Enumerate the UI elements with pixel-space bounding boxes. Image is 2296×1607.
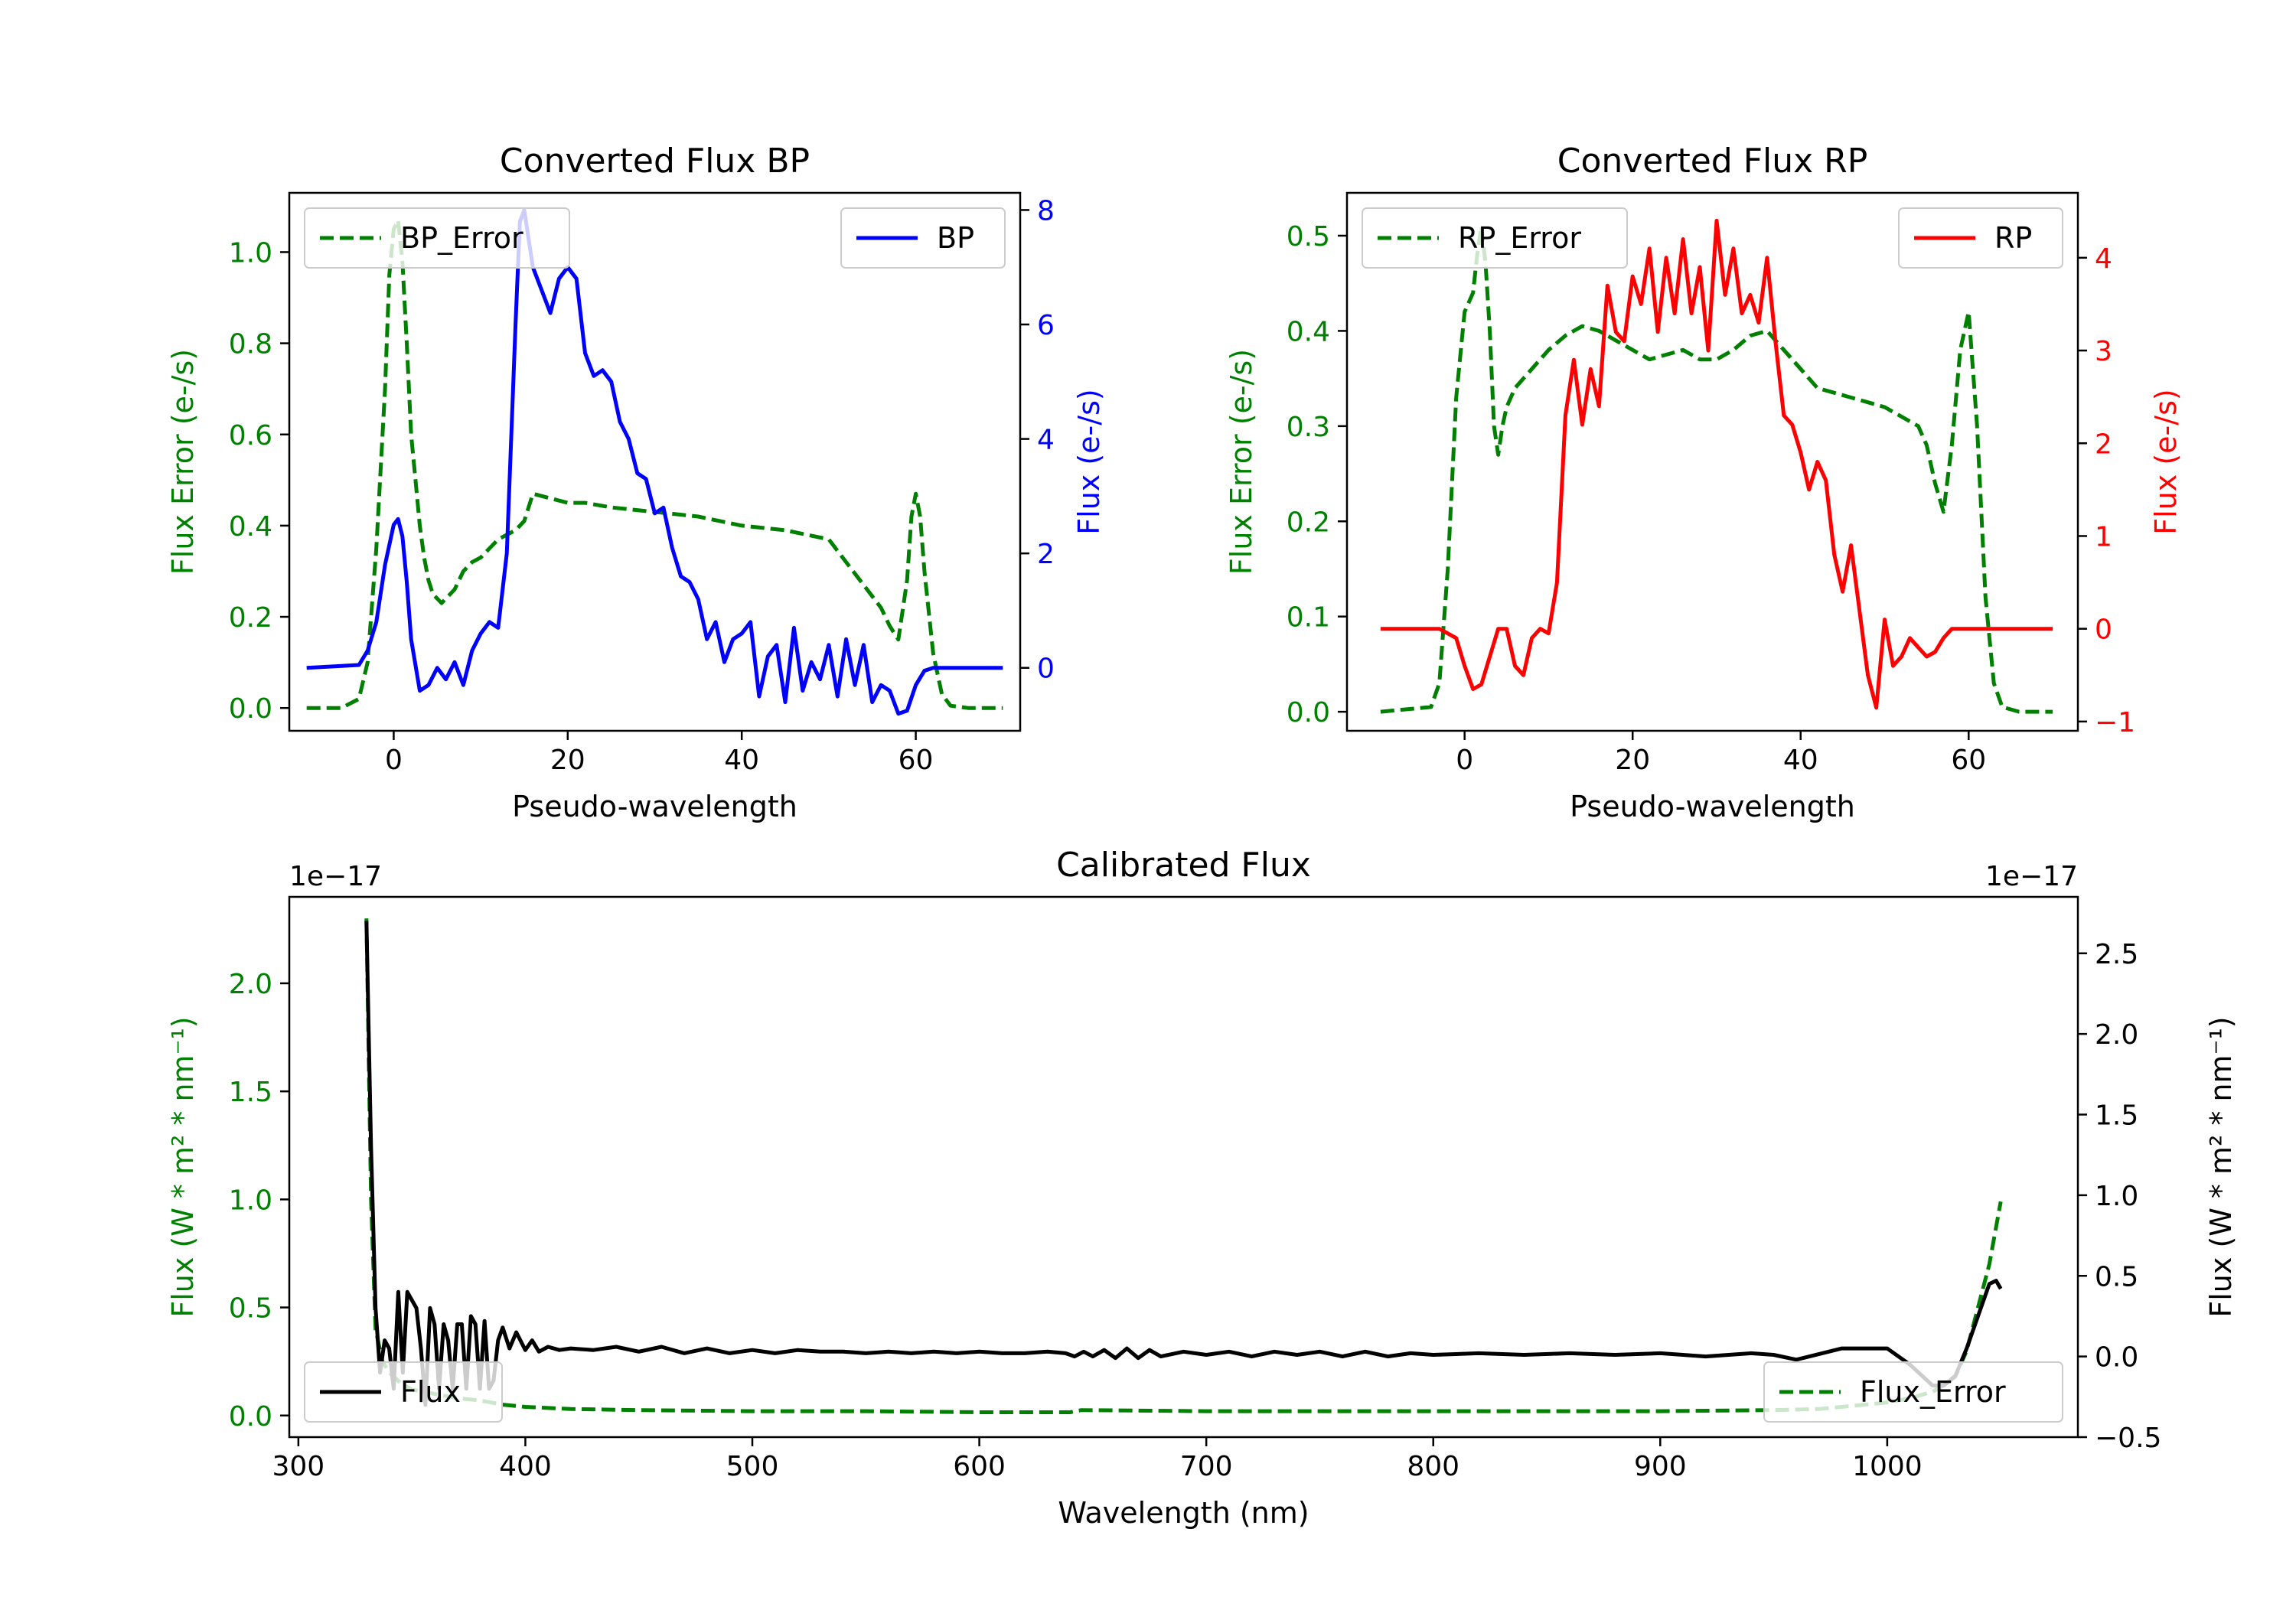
y-left-tick-label: 0.2 bbox=[229, 602, 272, 634]
legend-box bbox=[840, 207, 1006, 269]
legend-box bbox=[1763, 1361, 2063, 1423]
y-left-tick-label: 2.0 bbox=[229, 969, 272, 1000]
x-tick-label: 60 bbox=[899, 745, 934, 776]
y-right-tick-label: 0 bbox=[2095, 614, 2112, 646]
legend-rp: RP bbox=[1898, 207, 2063, 269]
y-left-tick-label: 1.0 bbox=[229, 1185, 272, 1216]
y-left-tick-label: 1.5 bbox=[229, 1077, 272, 1108]
y-right-tick-label: 0 bbox=[1037, 654, 1055, 685]
x-tick-label: 0 bbox=[385, 745, 403, 776]
x-tick-label: 700 bbox=[1180, 1451, 1233, 1482]
y-left-offset-label: 1e−17 bbox=[289, 861, 382, 892]
legend-box bbox=[304, 1361, 503, 1423]
y-right-tick-label: 4 bbox=[2095, 243, 2112, 275]
y-right-tick-label: −0.5 bbox=[2095, 1423, 2161, 1454]
plot-frame bbox=[288, 895, 2079, 1439]
y-right-tick-label: 0.0 bbox=[2095, 1342, 2138, 1374]
y-right-tick-label: 2.0 bbox=[2095, 1019, 2138, 1051]
series-line-flux-error bbox=[364, 918, 2003, 1414]
y-left-tick-label: 0.4 bbox=[229, 511, 272, 543]
series-line-rp bbox=[1380, 218, 2053, 710]
x-tick-label: 0 bbox=[1456, 745, 1473, 776]
legend-flux: Flux bbox=[304, 1361, 503, 1423]
y-left-axis-label: Flux (W * m² * nm⁻¹) bbox=[166, 1016, 200, 1317]
y-left-tick-label: 0.6 bbox=[229, 420, 272, 451]
y-right-axis-label: Flux (e-/s) bbox=[2149, 389, 2183, 534]
legend-label: Flux_Error bbox=[1860, 1375, 2006, 1409]
y-right-tick-label: 8 bbox=[1037, 195, 1055, 227]
y-left-tick-label: 0.8 bbox=[229, 329, 272, 360]
chart-2: 0 20 40 60 0.0 0.1 0.2 0.3 0.4 0.5 −1 0 1 2 3 4 Converte… bbox=[1225, 142, 2183, 823]
y-right-tick-label: 1.0 bbox=[2095, 1181, 2138, 1212]
x-tick-label: 600 bbox=[953, 1451, 1006, 1482]
y-right-tick-label: 4 bbox=[1037, 425, 1055, 456]
x-tick-label: 300 bbox=[272, 1451, 325, 1482]
y-right-tick-label: 3 bbox=[2095, 336, 2112, 367]
y-left-tick-label: 0.5 bbox=[229, 1293, 272, 1325]
legend-box bbox=[1898, 207, 2063, 269]
chart-title: Converted Flux BP bbox=[500, 142, 810, 181]
y-right-tick-label: 1.5 bbox=[2095, 1100, 2138, 1132]
x-tick-label: 20 bbox=[1615, 745, 1650, 776]
y-left-tick-label: 0.1 bbox=[1287, 602, 1330, 634]
x-axis-label: Pseudo-wavelength bbox=[1570, 790, 1855, 823]
x-tick-label: 400 bbox=[499, 1451, 552, 1482]
x-tick-label: 40 bbox=[1783, 745, 1818, 776]
legend-bp: BP bbox=[840, 207, 1006, 269]
chart-3: 300 400 500 600 700 800 900 1000 0.0 0.5 1.0 1.5 2.0… bbox=[166, 846, 2238, 1530]
y-right-tick-label: −1 bbox=[2095, 707, 2135, 738]
series-line-rp-error bbox=[1380, 224, 2053, 714]
y-right-tick-label: 2 bbox=[1037, 539, 1055, 570]
x-axis-label: Pseudo-wavelength bbox=[512, 790, 797, 823]
legend-box bbox=[1362, 207, 1628, 269]
legend-bp-error: BP_Error bbox=[304, 207, 570, 269]
y-left-tick-label: 0.4 bbox=[1287, 316, 1330, 347]
x-tick-label: 60 bbox=[1951, 745, 1986, 776]
legend-label: Flux bbox=[400, 1375, 461, 1409]
y-left-tick-label: 0.0 bbox=[229, 693, 272, 725]
y-right-tick-label: 6 bbox=[1037, 310, 1055, 341]
x-tick-label: 900 bbox=[1634, 1451, 1687, 1482]
y-left-axis-label: Flux Error (e-/s) bbox=[1225, 349, 1258, 575]
plot-frame bbox=[288, 191, 1022, 732]
y-left-axis-label: Flux Error (e-/s) bbox=[166, 349, 200, 575]
y-left-tick-label: 0.3 bbox=[1287, 412, 1330, 443]
x-tick-label: 20 bbox=[550, 745, 585, 776]
legend-box bbox=[304, 207, 570, 269]
x-tick-label: 1000 bbox=[1852, 1451, 1923, 1482]
x-tick-label: 500 bbox=[726, 1451, 779, 1482]
y-right-tick-label: 1 bbox=[2095, 521, 2112, 553]
legend-label: RP bbox=[1994, 221, 2032, 255]
y-right-axis-label: Flux (e-/s) bbox=[1072, 389, 1106, 534]
y-right-tick-label: 2 bbox=[2095, 429, 2112, 460]
legend-flux-error: Flux_Error bbox=[1763, 1361, 2063, 1423]
chart-1: 0 20 40 60 0.0 0.2 0.4 0.6 0.8 1.0 0 2 4 6 8 Converted … bbox=[166, 142, 1106, 823]
y-left-tick-label: 1.0 bbox=[229, 237, 272, 269]
legend-rp-error: RP_Error bbox=[1362, 207, 1628, 269]
y-right-offset-label: 1e−17 bbox=[1985, 861, 2078, 892]
chart-title: Calibrated Flux bbox=[1056, 846, 1311, 885]
legend-label: BP bbox=[937, 221, 974, 255]
y-right-axis-label: Flux (W * m² * nm⁻¹) bbox=[2204, 1016, 2238, 1317]
y-left-tick-label: 0.5 bbox=[1287, 221, 1330, 253]
legend-label: RP_Error bbox=[1458, 221, 1581, 255]
series-line-bp bbox=[306, 207, 1003, 716]
y-right-tick-label: 2.5 bbox=[2095, 939, 2138, 970]
x-axis-label: Wavelength (nm) bbox=[1058, 1496, 1309, 1530]
legend-label: BP_Error bbox=[400, 221, 523, 255]
y-left-tick-label: 0.0 bbox=[229, 1401, 272, 1433]
series-line-flux bbox=[364, 921, 2003, 1407]
x-tick-label: 40 bbox=[724, 745, 759, 776]
plot-frame bbox=[1345, 191, 2079, 732]
y-right-tick-label: 0.5 bbox=[2095, 1261, 2138, 1292]
chart-title: Converted Flux RP bbox=[1557, 142, 1868, 181]
y-left-tick-label: 0.0 bbox=[1287, 697, 1330, 729]
x-tick-label: 800 bbox=[1407, 1451, 1459, 1482]
y-left-tick-label: 0.2 bbox=[1287, 507, 1330, 538]
